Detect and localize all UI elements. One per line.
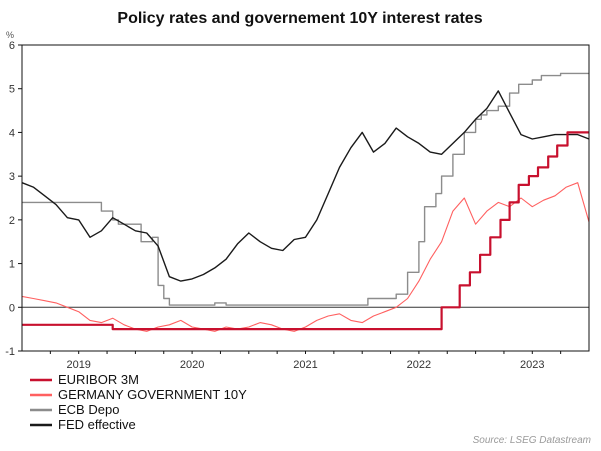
legend-label-ecb-depo: ECB Depo <box>58 402 119 417</box>
source-note: Source: LSEG Datastream <box>473 435 591 446</box>
x-tick-label-2020: 2020 <box>180 359 204 371</box>
y-tick-label-1: -1 <box>5 346 15 358</box>
x-tick-label-2023: 2023 <box>520 359 544 371</box>
series-group <box>21 72 590 332</box>
y-tick-label-5: 5 <box>9 84 15 96</box>
legend-label-euribor-3m: EURIBOR 3M <box>58 372 139 387</box>
series-line-ecb-depo <box>22 72 589 306</box>
x-tick-label-2022: 2022 <box>407 359 431 371</box>
y-tick-label-1: 1 <box>9 259 15 271</box>
chart-title: Policy rates and governement 10Y interes… <box>117 10 482 27</box>
y-tick-label-3: 3 <box>9 171 15 183</box>
legend-label-fed-effective: FED effective <box>58 417 136 432</box>
series-line-fed-effective <box>21 90 590 282</box>
legend-label-germany-government-10y: GERMANY GOVERNMENT 10Y <box>58 387 247 402</box>
x-axis: 2019 2020 2021 2022 2023 <box>49 351 562 371</box>
y-tick-label-4: 4 <box>9 127 15 139</box>
y-tick-label-2: 2 <box>9 215 15 227</box>
legend: EURIBOR 3M GERMANY GOVERNMENT 10Y ECB De… <box>30 372 247 432</box>
y-tick-label-0: 0 <box>9 302 15 314</box>
y-axis: -1 0 1 2 3 4 5 6 <box>5 40 22 358</box>
x-tick-label-2019: 2019 <box>66 359 90 371</box>
y-tick-label-6: 6 <box>9 40 15 52</box>
series-line-germany-government-10y <box>21 182 590 332</box>
x-tick-label-2021: 2021 <box>293 359 317 371</box>
series-line-euribor-3m <box>22 131 589 331</box>
y-axis-unit: % <box>6 30 14 40</box>
